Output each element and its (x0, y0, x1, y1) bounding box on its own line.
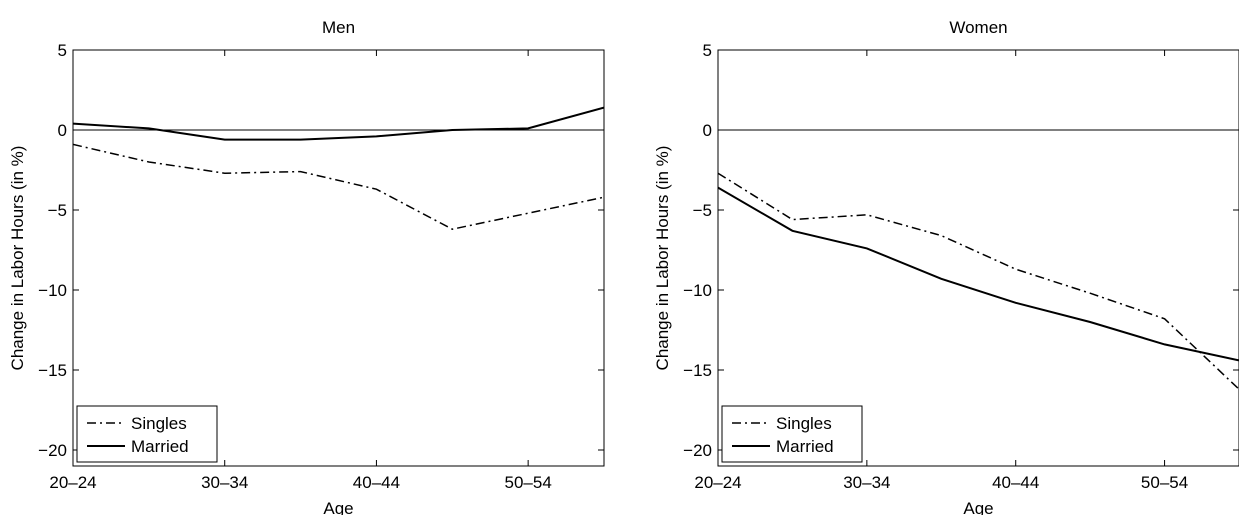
panel-title: Women (949, 18, 1007, 37)
series-line-singles (718, 172, 1239, 390)
legend-label-singles: Singles (776, 414, 832, 433)
legend-label-married: Married (776, 437, 834, 456)
legend-label-married: Married (131, 437, 189, 456)
y-tick-label: −20 (683, 441, 712, 460)
axes-frame (717, 49, 1239, 467)
y-tick-label: −10 (683, 281, 712, 300)
axes-frame (72, 49, 605, 467)
y-axis-label: Change in Labor Hours (in %) (653, 146, 672, 371)
legend-label-singles: Singles (131, 414, 187, 433)
y-tick-label: 0 (703, 121, 712, 140)
y-tick-label: −5 (48, 201, 67, 220)
series-line-married (73, 106, 604, 141)
series-line-singles (73, 143, 604, 230)
x-tick-label: 30–34 (201, 473, 248, 492)
series-line-married (718, 186, 1239, 362)
y-tick-label: 0 (58, 121, 67, 140)
x-tick-label: 50–54 (505, 473, 552, 492)
x-tick-label: 20–24 (694, 473, 741, 492)
x-tick-label: 40–44 (353, 473, 400, 492)
panel-title: Men (322, 18, 355, 37)
x-axis-label: Age (963, 499, 993, 515)
y-tick-label: −5 (693, 201, 712, 220)
y-tick-label: −20 (38, 441, 67, 460)
x-tick-label: 40–44 (992, 473, 1039, 492)
legend (721, 405, 863, 463)
y-tick-label: 5 (58, 41, 67, 60)
x-axis-label: Age (323, 499, 353, 515)
x-tick-label: 50–54 (1141, 473, 1188, 492)
y-axis-label: Change in Labor Hours (in %) (8, 146, 27, 371)
x-tick-label: 30–34 (843, 473, 890, 492)
y-tick-label: −15 (683, 361, 712, 380)
men-panel: 5 0 −5 −10 −15 −20 20–24 30–34 40–44 50–54 Men Age C… (8, 18, 605, 515)
y-tick-label: −10 (38, 281, 67, 300)
legend (76, 405, 218, 463)
y-tick-label: 5 (703, 41, 712, 60)
y-tick-label: −15 (38, 361, 67, 380)
x-tick-label: 20–24 (49, 473, 96, 492)
women-panel: 5 0 −5 −10 −15 −20 20–24 30–34 40–44 50–54 Women Ag… (653, 18, 1239, 515)
